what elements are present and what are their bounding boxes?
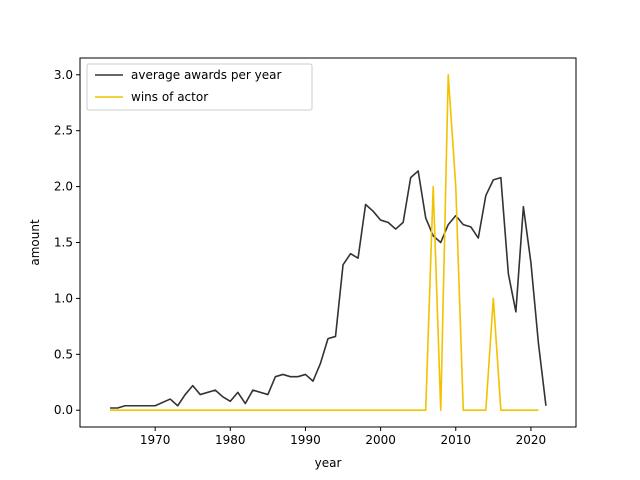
x-tick-label: 1990	[290, 433, 321, 447]
plot-frame	[79, 57, 577, 428]
y-axis-label: amount	[28, 219, 42, 266]
x-tick-label: 1970	[140, 433, 171, 447]
y-tick-label: 2.0	[54, 180, 73, 194]
plot-layer	[110, 73, 547, 412]
legend-label-average-awards: average awards per year	[131, 68, 281, 82]
y-tick-label: 0.0	[54, 403, 73, 417]
x-tick-label: 2000	[365, 433, 396, 447]
y-tick-label: 2.5	[54, 124, 73, 138]
y-tick-label: 3.0	[54, 68, 73, 82]
legend: average awards per year wins of actor	[86, 63, 313, 111]
y-tick-label: 1.5	[54, 236, 73, 250]
x-tick-label: 2020	[516, 433, 547, 447]
y-tick-label: 0.5	[54, 347, 73, 361]
ticks-layer: 1970 1980 1990 2000 2010 2020 0.0 0.5 1.0 1.5 2.0 2…	[54, 68, 546, 447]
x-tick-label: 1980	[215, 433, 246, 447]
series-line-wins-of-actor	[110, 73, 539, 412]
x-axis-label: year	[315, 456, 342, 470]
series-line-average-awards	[110, 170, 547, 409]
legend-box	[86, 63, 313, 111]
legend-label-wins-of-actor: wins of actor	[131, 90, 208, 104]
y-tick-label: 1.0	[54, 291, 73, 305]
x-tick-label: 2010	[440, 433, 471, 447]
